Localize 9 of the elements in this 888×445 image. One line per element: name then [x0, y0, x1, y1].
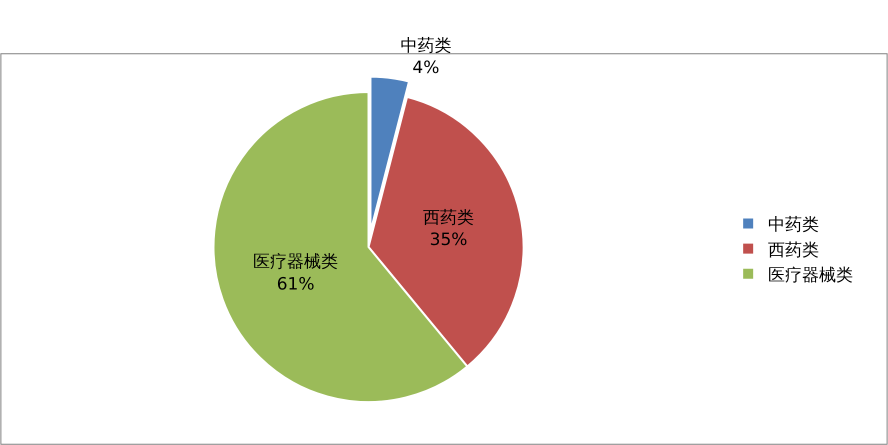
slice-label: 医疗器械类 — [253, 252, 338, 272]
legend-label: 中药类 — [768, 215, 820, 236]
legend-label: 医疗器械类 — [768, 265, 854, 286]
slice-label: 西药类 — [423, 208, 474, 228]
data-label: 61% — [276, 274, 314, 294]
slice-label: 中药类 — [400, 36, 452, 56]
legend-label: 西药类 — [768, 240, 820, 260]
data-label: 35% — [430, 230, 468, 250]
data-label: 4% — [412, 58, 440, 78]
